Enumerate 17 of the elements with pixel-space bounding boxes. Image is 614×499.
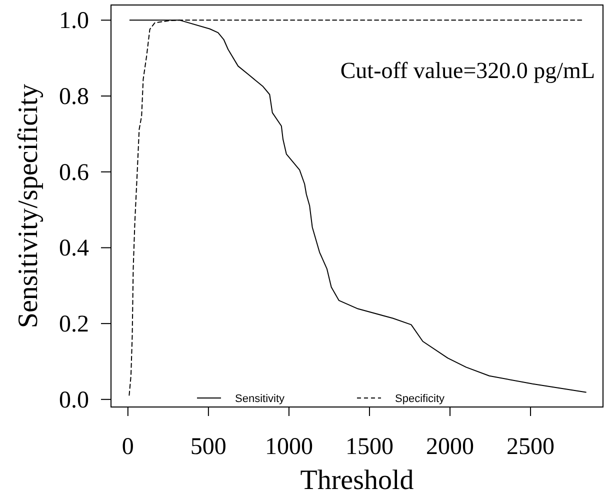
x-tick-label: 0 [122, 434, 134, 460]
y-tick-label: 1.0 [59, 8, 89, 34]
y-axis-title: Sensitivity/specificity [13, 84, 44, 328]
legend-label: Sensitivity [235, 393, 286, 405]
y-tick-label: 0.6 [59, 160, 89, 186]
x-tick-label: 2500 [506, 434, 555, 460]
legend-label: Specificity [395, 393, 446, 405]
y-tick-label: 0.4 [59, 236, 89, 262]
x-tick-label: 1000 [264, 434, 313, 460]
x-tick-label: 500 [190, 434, 226, 460]
x-axis-title: Threshold [300, 465, 414, 496]
annotation: Cut-off value=320.0 pg/mL [340, 58, 595, 83]
x-tick-label: 2000 [426, 434, 474, 460]
y-tick-label: 0.2 [59, 312, 89, 338]
x-tick-label: 1500 [345, 434, 394, 460]
y-tick-label: 0.8 [59, 84, 89, 110]
y-tick-label: 0.0 [59, 387, 89, 414]
